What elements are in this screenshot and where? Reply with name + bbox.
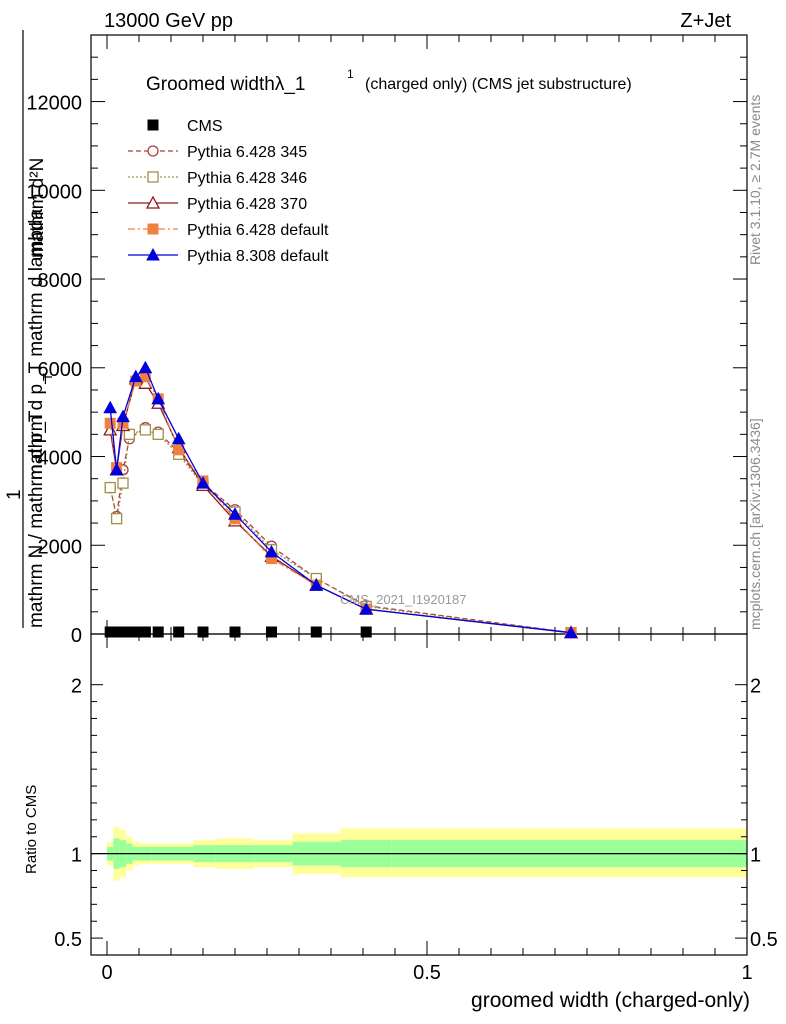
data-point xyxy=(103,400,118,414)
header-right: Z+Jet xyxy=(680,10,731,32)
data-point xyxy=(171,431,186,445)
series-layer xyxy=(103,360,579,639)
main-ytick-label: 2000 xyxy=(38,536,83,558)
legend-entry: Pythia 8.308 default xyxy=(128,247,329,265)
y-label-subscript: T xyxy=(40,373,55,381)
main-plot-axes: 0 2000 4000 6000 8000 10000 12000 xyxy=(26,34,748,647)
y-axis-label-main: mathrm d²N mathrm d p_T mathrm d lambda … xyxy=(4,30,55,628)
data-point xyxy=(104,417,116,429)
data-point xyxy=(139,626,151,638)
legend-marker xyxy=(147,119,159,131)
data-point xyxy=(128,369,143,383)
ratio-ytick-label-left: 0.5 xyxy=(54,929,82,951)
series-5 xyxy=(103,360,578,639)
legend-label: Pythia 8.308 default xyxy=(187,248,329,265)
main-ytick-label: 10000 xyxy=(26,181,82,203)
data-point xyxy=(109,462,124,476)
legend-label: Pythia 6.428 346 xyxy=(187,170,307,187)
data-point xyxy=(138,360,153,374)
series-0 xyxy=(104,626,372,638)
data-point xyxy=(173,626,185,638)
y-label-denominator: mathrm d p_T mathrm d lambda xyxy=(26,209,47,480)
y-label-numerator: mathrm d²N xyxy=(27,158,48,258)
ratio-ytick-label-right: 0.5 xyxy=(750,929,778,951)
watermark: CMS_2021_I1920187 xyxy=(340,592,467,607)
data-point xyxy=(152,428,164,440)
chart-subtitle: (charged only) (CMS jet substructure) xyxy=(365,76,632,93)
data-point xyxy=(228,507,242,520)
data-point xyxy=(310,626,322,638)
ratio-frame xyxy=(90,633,748,956)
data-point xyxy=(117,477,129,489)
y-label-ratio-denominator: mathrm N / mathrm d p_T xyxy=(26,410,47,628)
main-ytick-label: 4000 xyxy=(38,448,83,470)
data-point xyxy=(309,578,324,591)
data-point xyxy=(104,481,116,494)
main-ytick-label: 6000 xyxy=(38,359,83,381)
data-point xyxy=(110,512,123,525)
main-ytick-label: 12000 xyxy=(26,93,82,115)
legend-entry: Pythia 6.428 370 xyxy=(128,195,307,213)
data-point xyxy=(197,626,209,638)
chart-title: Groomed widthλ_1 xyxy=(146,74,305,95)
main-ytick-label: 0 xyxy=(71,625,82,647)
main-ytick-label: 8000 xyxy=(38,270,83,292)
chart-title-superscript: 1 xyxy=(347,67,354,81)
ratio-plot-axes: 0.5 0.5 1 1 2 2 0 0.5 1 xyxy=(54,633,778,984)
legend-marker xyxy=(146,247,160,261)
ratio-ytick-label-left: 2 xyxy=(71,676,82,698)
x-axis-label: groomed width (charged-only) xyxy=(471,989,750,1012)
ratio-ytick-label-left: 1 xyxy=(71,845,82,867)
data-point xyxy=(359,602,374,615)
data-point xyxy=(229,626,241,638)
legend: CMS Pythia 6.428 345 Pythia 6.428 346 Pythi… xyxy=(128,118,329,265)
legend-label: CMS xyxy=(187,118,223,135)
data-point xyxy=(130,626,142,638)
legend-marker xyxy=(145,195,161,209)
legend-entry: Pythia 6.428 346 xyxy=(128,170,307,187)
x-tick-label: 1 xyxy=(741,962,752,984)
data-point xyxy=(139,424,152,436)
legend-label: Pythia 6.428 default xyxy=(187,222,329,239)
mcplots-label: mcplots.cern.ch [arXiv:1306.3436] xyxy=(747,418,763,630)
legend-marker xyxy=(147,145,159,157)
data-point xyxy=(196,476,210,489)
data-point xyxy=(265,626,277,638)
x-tick-label: 0.5 xyxy=(413,962,441,984)
ratio-ytick-label-right: 1 xyxy=(750,845,761,867)
data-point xyxy=(123,428,136,440)
ratio-ytick-label-right: 2 xyxy=(750,676,761,698)
legend-entry: Pythia 6.428 default xyxy=(128,222,329,239)
x-tick-label: 0 xyxy=(101,962,112,984)
legend-entry: Pythia 6.428 345 xyxy=(128,144,307,161)
legend-marker xyxy=(147,223,159,235)
data-point xyxy=(173,444,185,456)
data-point xyxy=(360,626,372,638)
main-frame xyxy=(90,34,748,635)
rivet-label: Rivet 3.1.10, ≥ 2.7M events xyxy=(747,95,763,265)
data-point xyxy=(151,391,166,405)
data-point xyxy=(564,625,578,639)
data-point xyxy=(116,409,130,423)
data-point xyxy=(152,626,164,638)
data-point xyxy=(264,544,279,558)
legend-label: Pythia 6.428 370 xyxy=(187,196,307,213)
header-left: 13000 GeV pp xyxy=(104,10,233,32)
legend-marker xyxy=(147,171,159,183)
legend-entry: CMS xyxy=(147,118,223,135)
legend-label: Pythia 6.428 345 xyxy=(187,144,307,161)
y-label-ratio-numerator: 1 xyxy=(4,489,25,500)
ratio-y-label: Ratio to CMS xyxy=(23,785,40,874)
